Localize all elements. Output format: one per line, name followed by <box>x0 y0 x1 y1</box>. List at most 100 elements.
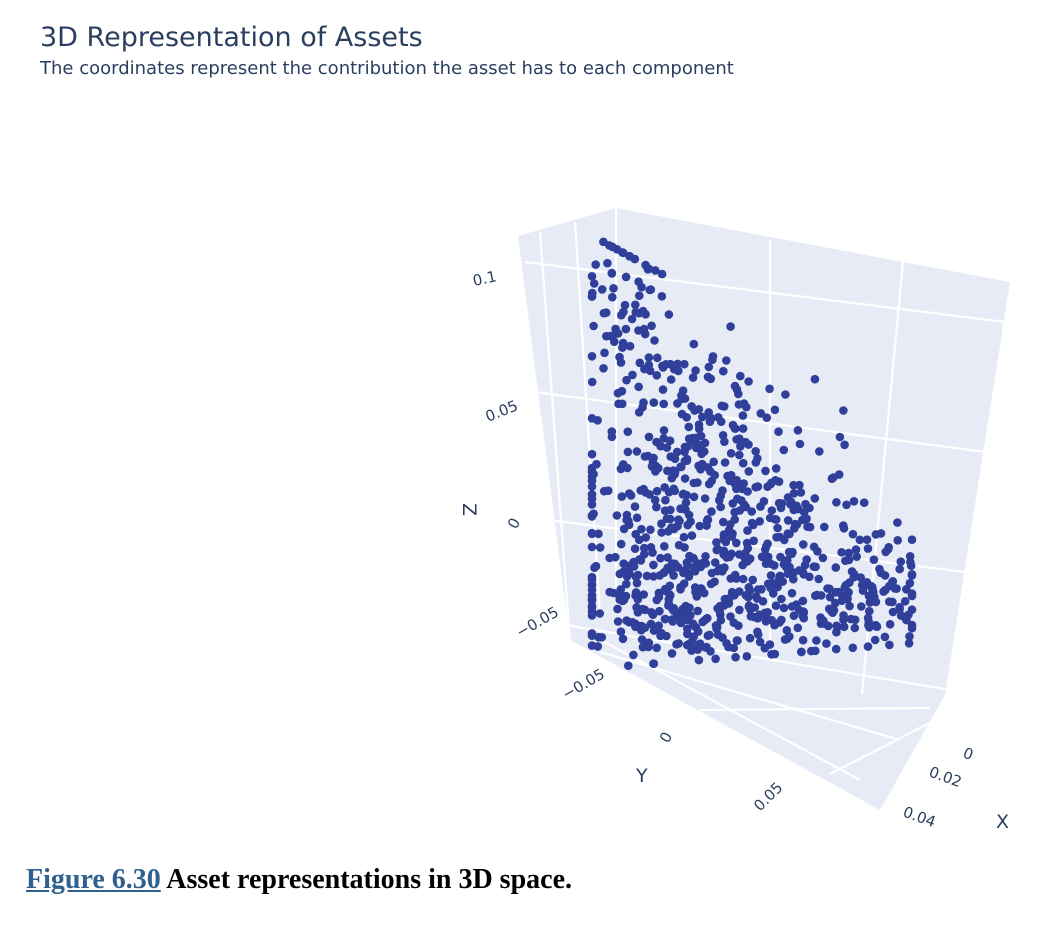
scatter-point <box>685 639 694 648</box>
figure-link[interactable]: Figure 6.30 <box>26 864 161 895</box>
scatter-point <box>732 538 741 548</box>
scatter-point <box>640 329 650 339</box>
scatter-point <box>888 607 898 617</box>
scatter-point <box>609 284 618 293</box>
scatter-point <box>655 606 664 616</box>
scatter-point <box>699 588 709 598</box>
scatter-point <box>811 646 820 656</box>
scatter-point <box>587 529 597 539</box>
scatter-point <box>651 266 660 275</box>
scatter-point <box>856 573 865 582</box>
scatter-point <box>703 515 712 524</box>
scatter-point <box>855 535 865 545</box>
scatter-point <box>900 597 910 606</box>
scatter-point <box>785 529 794 539</box>
scatter-point <box>719 530 729 539</box>
scatter-point <box>691 366 700 375</box>
scatter-point <box>741 591 751 600</box>
scatter-point <box>789 480 798 490</box>
scatter-point <box>851 545 861 554</box>
scatter-point <box>649 453 658 463</box>
scatter-point <box>841 580 851 590</box>
scatter-point <box>740 550 749 560</box>
scatter-point <box>656 553 665 563</box>
scatter-point <box>885 640 894 650</box>
scatter-point <box>607 432 617 442</box>
scatter-point <box>761 559 771 568</box>
scatter-point <box>707 507 716 516</box>
scatter-point <box>832 498 841 507</box>
scatter-point <box>777 499 787 508</box>
scatter-point <box>674 366 683 376</box>
scatter-point <box>834 587 844 597</box>
scatter-point <box>857 602 866 611</box>
scatter-point <box>623 447 633 457</box>
scatter-point <box>812 636 821 645</box>
scatter-point <box>595 543 605 552</box>
scatter-point <box>810 494 820 503</box>
scatter-point <box>621 324 631 334</box>
scatter-point <box>884 543 893 552</box>
scatter-point <box>716 502 725 512</box>
scatter-point <box>748 575 757 585</box>
scatter-point <box>633 570 643 580</box>
scatter-point <box>738 484 747 494</box>
scatter-point <box>643 265 653 274</box>
scatter-point <box>587 449 597 459</box>
scatter-point <box>841 556 850 565</box>
scatter-point <box>687 646 696 655</box>
scatter-point <box>635 358 645 368</box>
scatter-point <box>818 616 828 625</box>
scatter-point <box>677 394 687 404</box>
chart-title: 3D Representation of Assets <box>40 22 423 53</box>
scatter-point <box>634 326 643 335</box>
z-tick-label: −0.05 <box>513 603 562 642</box>
scatter-point <box>616 627 626 636</box>
scatter-point <box>684 434 694 444</box>
scatter-point <box>782 634 792 644</box>
scatter-point <box>627 314 637 324</box>
scatter-3d-scene[interactable]: 0.1 0.05 0 −0.05 Z −0.05 0 0.05 Y 0 0.02… <box>0 0 1062 850</box>
scatter-point <box>779 445 789 455</box>
scatter-point <box>726 612 735 621</box>
scatter-point <box>618 634 628 644</box>
scatter-point <box>893 536 902 545</box>
scatter-point <box>824 621 833 631</box>
scatter-point <box>799 570 808 579</box>
scatter-point <box>676 585 685 594</box>
y-tick-label: 0 <box>656 729 676 746</box>
scatter-point <box>682 456 692 466</box>
scatter-point <box>771 464 781 473</box>
scatter-point <box>632 513 642 523</box>
scatter-point <box>649 659 658 668</box>
scatter-point <box>605 241 614 250</box>
scatter-point <box>587 414 597 423</box>
scatter-point <box>833 622 842 632</box>
scatter-point <box>719 366 728 376</box>
scatter-point <box>751 482 760 492</box>
x-tick-label: 0.04 <box>901 803 939 831</box>
scatter-point <box>694 420 704 430</box>
scatter-point <box>896 557 906 566</box>
scatter-point <box>587 601 597 611</box>
scatter-point <box>660 542 669 551</box>
scatter-point <box>713 566 722 576</box>
scatter-point <box>677 409 687 419</box>
caption-text: Asset representations in 3D space. <box>166 864 573 895</box>
scatter-point <box>670 486 679 496</box>
scatter-point <box>665 581 675 591</box>
scatter-point <box>749 536 758 546</box>
scatter-point <box>770 649 780 659</box>
scatter-point <box>801 499 810 509</box>
scatter-point <box>692 592 702 601</box>
scatter-point <box>730 570 740 580</box>
scatter-point <box>728 529 737 538</box>
back-wall-pane <box>518 208 616 640</box>
scatter-point <box>768 589 778 598</box>
scatter-point <box>729 643 739 653</box>
scatter-point <box>668 615 677 624</box>
scatter-point <box>652 486 662 496</box>
scatter-point <box>616 539 626 549</box>
scatter-point <box>622 515 631 525</box>
scatter-point <box>589 469 598 479</box>
